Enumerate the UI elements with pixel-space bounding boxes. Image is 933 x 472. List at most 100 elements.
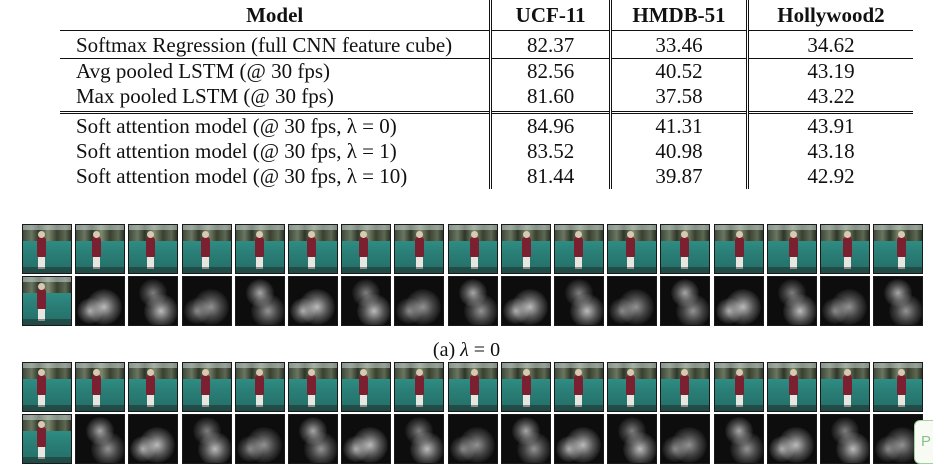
attention-map-thumbnail <box>607 414 658 464</box>
attention-map-thumbnail <box>128 276 179 326</box>
video-frame-thumbnail <box>820 224 870 274</box>
cell-ucf11: 82.56 <box>490 58 613 84</box>
cell-ucf11: 82.37 <box>490 30 613 59</box>
cell-hollywood2: 43.18 <box>807 139 855 163</box>
video-frame-thumbnail <box>22 362 72 412</box>
cell-model: Soft attention model (@ 30 fps, λ = 10) <box>60 164 493 189</box>
table-row: Soft attention model (@ 30 fps, λ = 0) 8… <box>60 111 913 139</box>
video-frame-thumbnail <box>234 362 285 412</box>
video-frame-thumbnail <box>22 224 72 274</box>
frame-strip-lambda-0 <box>22 224 933 326</box>
attention-map-thumbnail <box>447 276 498 326</box>
attention-map-thumbnail <box>873 276 924 326</box>
frame-strip-lambda-1 <box>22 362 933 464</box>
video-frame-thumbnail <box>341 224 392 274</box>
video-frame-thumbnail <box>128 224 179 274</box>
attention-maps-row <box>22 414 933 464</box>
cell-hollywood2: 43.22 <box>807 84 855 108</box>
table-row: Softmax Regression (full CNN feature cub… <box>60 30 913 59</box>
video-frame-thumbnail <box>873 362 924 412</box>
video-frame-thumbnail <box>181 224 232 274</box>
video-frame-thumbnail <box>288 224 338 274</box>
attention-map-thumbnail <box>394 414 445 464</box>
side-tab-glyph: P <box>921 433 932 450</box>
attention-map-thumbnail <box>341 276 392 326</box>
video-frame-thumbnail <box>128 362 179 412</box>
attention-map-thumbnail <box>660 414 711 464</box>
attention-maps-row <box>22 276 933 326</box>
attention-map-thumbnail <box>447 414 498 464</box>
table-row: Max pooled LSTM (@ 30 fps) 81.60 37.58 4… <box>60 84 913 113</box>
video-frame-thumbnail <box>500 224 551 274</box>
cell-model: Soft attention model (@ 30 fps, λ = 1) <box>60 139 493 164</box>
results-table: Model UCF-11 HMDB-51 Hollywood2 Softmax … <box>60 0 913 190</box>
attention-map-thumbnail <box>766 414 817 464</box>
video-frame-thumbnail <box>713 362 764 412</box>
video-frame-thumbnail <box>820 362 870 412</box>
video-frame-thumbnail <box>394 224 445 274</box>
attention-map-thumbnail <box>75 276 126 326</box>
attention-map-thumbnail <box>554 414 604 464</box>
cell-hmdb51: 37.58 <box>610 84 749 113</box>
cell-hollywood2: 42.92 <box>807 164 855 188</box>
cell-model: Avg pooled LSTM (@ 30 fps) <box>60 58 493 84</box>
attention-map-thumbnail <box>288 414 338 464</box>
attention-map-thumbnail <box>713 414 764 464</box>
caption-prefix: (a) <box>432 339 461 361</box>
table-row: Avg pooled LSTM (@ 30 fps) 82.56 40.52 4… <box>60 58 913 84</box>
video-frame-thumbnail <box>447 362 498 412</box>
video-frame-thumbnail <box>660 224 711 274</box>
video-frame-thumbnail <box>75 362 126 412</box>
attention-map-thumbnail <box>554 276 604 326</box>
video-frame-thumbnail <box>234 224 285 274</box>
attention-map-thumbnail <box>820 414 870 464</box>
cell-hmdb51: 41.31 <box>610 111 749 139</box>
cell-hmdb51: 39.87 <box>610 164 749 189</box>
video-frame-thumbnail <box>873 224 924 274</box>
header-model: Model <box>60 0 493 31</box>
attention-map-thumbnail <box>341 414 392 464</box>
cell-model: Max pooled LSTM (@ 30 fps) <box>60 84 493 113</box>
caption-suffix: = 0 <box>468 339 501 361</box>
video-frame-thumbnail <box>22 276 72 326</box>
attention-map-thumbnail <box>234 276 285 326</box>
attention-map-thumbnail <box>500 276 551 326</box>
video-frame-thumbnail <box>75 224 126 274</box>
video-frame-thumbnail <box>766 362 817 412</box>
side-tab-widget[interactable]: P <box>914 420 933 464</box>
video-frame-thumbnail <box>660 362 711 412</box>
video-frame-thumbnail <box>554 362 604 412</box>
cell-hmdb51: 40.52 <box>610 58 749 84</box>
figure-caption-a: (a) λ = 0 <box>0 338 933 362</box>
attention-map-thumbnail <box>75 414 126 464</box>
attention-map-thumbnail <box>128 414 179 464</box>
cell-model: Softmax Regression (full CNN feature cub… <box>60 30 493 59</box>
cell-hollywood2: 34.62 <box>747 30 913 59</box>
cell-ucf11: 84.96 <box>490 111 613 139</box>
attention-map-thumbnail <box>607 276 658 326</box>
attention-map-thumbnail <box>766 276 817 326</box>
cell-model: Soft attention model (@ 30 fps, λ = 0) <box>60 111 493 139</box>
cell-hmdb51: 33.46 <box>610 30 749 59</box>
attention-map-thumbnail <box>713 276 764 326</box>
video-frame-thumbnail <box>394 362 445 412</box>
header-hollywood2: Hollywood2 <box>777 2 885 27</box>
attention-map-thumbnail <box>181 276 232 326</box>
video-frame-thumbnail <box>447 224 498 274</box>
video-frame-thumbnail <box>22 414 72 464</box>
video-frame-thumbnail <box>554 224 604 274</box>
video-frame-thumbnail <box>766 224 817 274</box>
video-frame-thumbnail <box>341 362 392 412</box>
header-ucf11: UCF-11 <box>490 0 613 31</box>
cell-ucf11: 83.52 <box>490 139 613 164</box>
cell-hollywood2: 43.91 <box>747 111 913 139</box>
table-row: Soft attention model (@ 30 fps, λ = 1) 8… <box>60 139 913 164</box>
video-frame-thumbnail <box>713 224 764 274</box>
video-frames-row <box>22 362 933 412</box>
table-header-row: Model UCF-11 HMDB-51 Hollywood2 <box>60 0 913 31</box>
cell-ucf11: 81.60 <box>490 84 613 113</box>
video-frame-thumbnail <box>607 362 658 412</box>
cell-ucf11: 81.44 <box>490 164 613 189</box>
video-frame-thumbnail <box>181 362 232 412</box>
video-frame-thumbnail <box>500 362 551 412</box>
